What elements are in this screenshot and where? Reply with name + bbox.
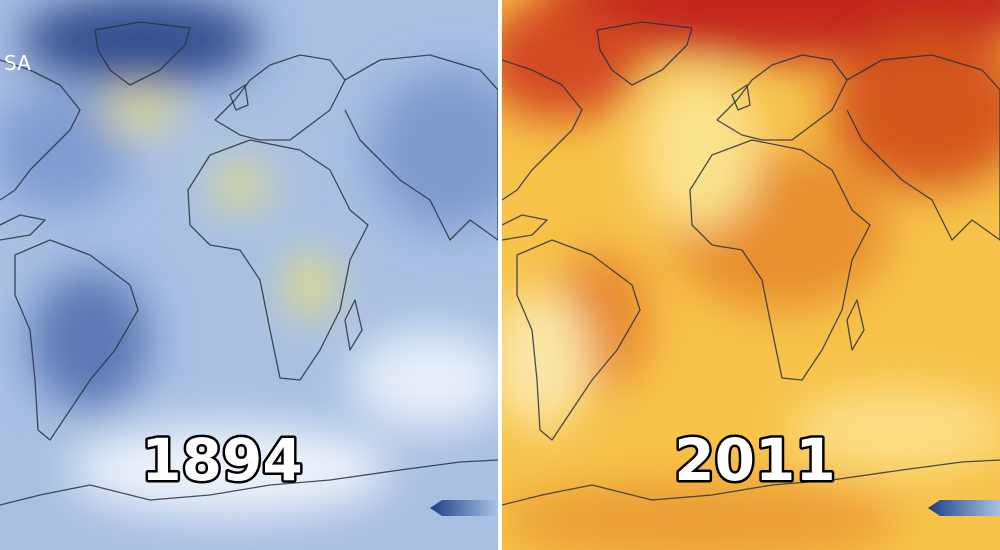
map-2011: 2011 <box>502 0 1000 550</box>
year-label: 1894 <box>141 426 302 494</box>
map-1894: SA 1894 <box>0 0 498 550</box>
divider <box>498 0 502 550</box>
year-label: 2011 <box>674 426 835 494</box>
logo-text: SA <box>4 51 31 75</box>
color-scale <box>928 500 1000 516</box>
color-scale <box>430 500 498 516</box>
